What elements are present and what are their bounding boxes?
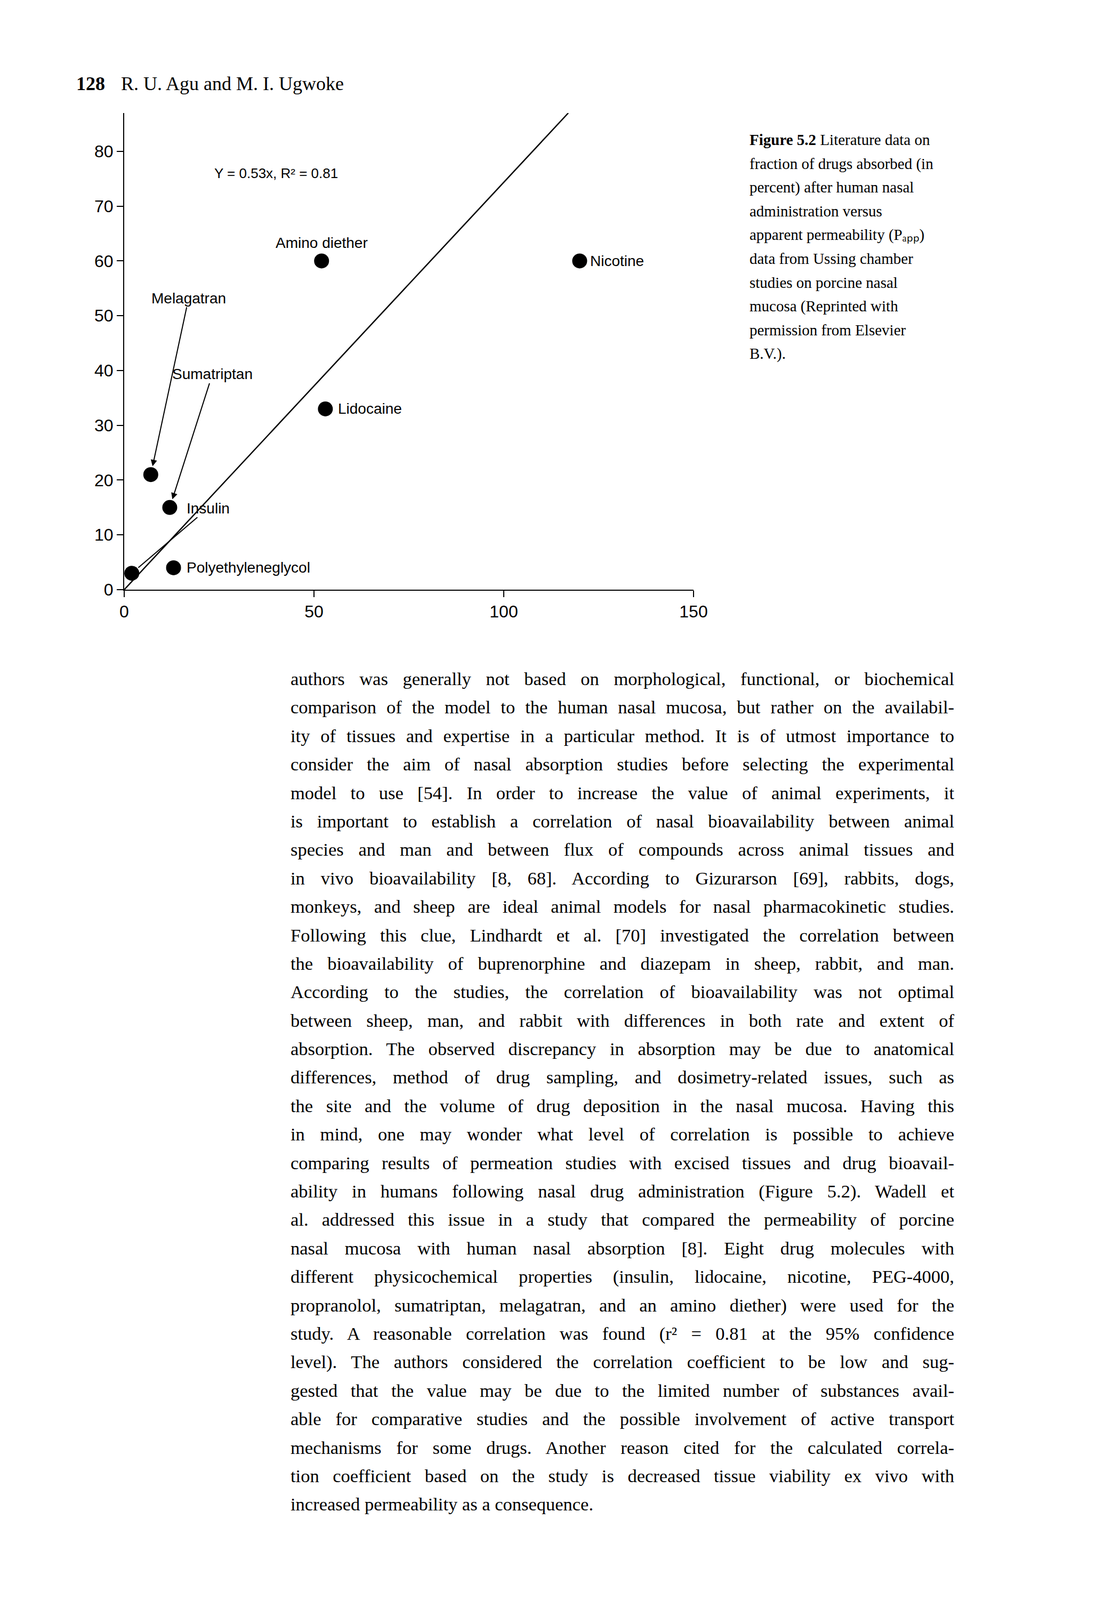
html-text:mechanisms for some drugs. Ano: mechanisms for some drugs. Another reaso… bbox=[290, 1436, 955, 1458]
svg-text:50: 50 bbox=[304, 601, 324, 622]
svg-text:40: 40 bbox=[94, 360, 114, 381]
html-text:the bioavailability of bupreno: the bioavailability of buprenorphine and… bbox=[290, 953, 955, 974]
svg-text:150: 150 bbox=[679, 601, 708, 622]
svg-text:Insulin: Insulin bbox=[186, 500, 230, 517]
html-text:increased permeability as a co: increased permeability as a consequence. bbox=[290, 1493, 594, 1515]
svg-text:80: 80 bbox=[94, 141, 114, 161]
svg-text:70: 70 bbox=[94, 196, 114, 216]
html-text:is important to establish a co: is important to establish a correlation … bbox=[290, 810, 955, 832]
html-text:fraction of drugs absorbed (in: fraction of drugs absorbed (in bbox=[749, 154, 934, 172]
html-text:authors was generally not base: authors was generally not based on morph… bbox=[290, 668, 955, 689]
html-text:ability in humans following na: ability in humans following nasal drug a… bbox=[290, 1180, 955, 1202]
html-text:comparison of the model to the: comparison of the model to the human nas… bbox=[290, 696, 955, 718]
svg-text:30: 30 bbox=[94, 415, 114, 435]
html-text:different physicochemical prop: different physicochemical properties (in… bbox=[290, 1266, 955, 1287]
html-text:in mind, one may wonder what l: in mind, one may wonder what level of co… bbox=[290, 1123, 955, 1145]
html-text:ity of tissues and expertise i: ity of tissues and expertise in a partic… bbox=[290, 725, 955, 746]
svg-text:Polyethyleneglycol: Polyethyleneglycol bbox=[186, 559, 311, 576]
svg-text:Sumatriptan: Sumatriptan bbox=[172, 365, 253, 383]
html-text:studies on porcine nasal: studies on porcine nasal bbox=[749, 273, 898, 291]
html-text:species and man and between fl: species and man and between flux of comp… bbox=[290, 839, 955, 860]
html-text:mucosa (Reprinted with: mucosa (Reprinted with bbox=[749, 297, 899, 315]
html-text:absorption. The observed discr: absorption. The observed discrepancy in … bbox=[290, 1038, 955, 1059]
html-text:data from Ussing chamber: data from Ussing chamber bbox=[749, 250, 914, 268]
html-text:tion coefficient based on the: tion coefficient based on the study is d… bbox=[290, 1465, 955, 1486]
html-text:R. U. Agu and M. I. Ugwoke: R. U. Agu and M. I. Ugwoke bbox=[121, 73, 344, 95]
html-text:propranolol, sumatriptan, mela: propranolol, sumatriptan, melagatran, an… bbox=[290, 1294, 955, 1315]
html-text:B.V.).: B.V.). bbox=[749, 345, 786, 363]
svg-text:0: 0 bbox=[119, 601, 130, 622]
svg-text:Y = 0.53x, R² = 0.81: Y = 0.53x, R² = 0.81 bbox=[214, 165, 338, 182]
html-text:percent) after human nasal: percent) after human nasal bbox=[749, 178, 914, 196]
svg-text:Lidocaine: Lidocaine bbox=[337, 400, 402, 417]
svg-text:Amino diether: Amino diether bbox=[275, 234, 368, 252]
svg-text:10: 10 bbox=[94, 525, 114, 545]
html-text:128: 128 bbox=[76, 73, 106, 95]
svg-text:50: 50 bbox=[94, 305, 114, 326]
svg-text:20: 20 bbox=[94, 470, 114, 490]
html-text:consider the aim of nasal abso: consider the aim of nasal absorption stu… bbox=[290, 753, 955, 775]
html-text:able for comparative studies a: able for comparative studies and the pos… bbox=[290, 1408, 955, 1429]
html-text:level). The authors considered: level). The authors considered the corre… bbox=[290, 1351, 955, 1372]
html-text:comparing results of permeatio: comparing results of permeation studies … bbox=[290, 1152, 955, 1173]
html-text:model to use [54]. In order to: model to use [54]. In order to increase … bbox=[290, 782, 955, 803]
svg-text:60: 60 bbox=[94, 251, 114, 271]
html-text:the site and the volume of dru: the site and the volume of drug depositi… bbox=[290, 1095, 955, 1116]
html-text:monkeys, and sheep are ideal a: monkeys, and sheep are ideal animal mode… bbox=[290, 896, 955, 917]
html-text:administration versus: administration versus bbox=[749, 202, 883, 220]
html-text:According to the studies, the: According to the studies, the correlatio… bbox=[290, 981, 955, 1002]
html-text:between sheep, man, and rabbit: between sheep, man, and rabbit with diff… bbox=[290, 1010, 955, 1031]
html-text:apparent permeability (Pₐₚₚ): apparent permeability (Pₐₚₚ) bbox=[749, 226, 925, 244]
svg-text:100: 100 bbox=[489, 601, 518, 622]
html-text:al. addressed this issue in a: al. addressed this issue in a study that… bbox=[290, 1209, 955, 1230]
html-text:differences, method of drug sa: differences, method of drug sampling, an… bbox=[290, 1066, 955, 1088]
html-text:permission from Elsevier: permission from Elsevier bbox=[749, 321, 906, 339]
html-text:in vivo bioavailability [8, 68: in vivo bioavailability [8, 68]. Accordi… bbox=[290, 867, 955, 888]
html-text:Figure 5.2 Literature data on: Figure 5.2 Literature data on bbox=[749, 131, 930, 149]
html-text:gested that the value may be d: gested that the value may be due to the … bbox=[290, 1380, 955, 1401]
html-text:nasal mucosa with human nasal: nasal mucosa with human nasal absorption… bbox=[290, 1237, 955, 1258]
svg-text:0: 0 bbox=[103, 579, 114, 600]
html-text:Following this clue, Lindhardt: Following this clue, Lindhardt et al. [7… bbox=[290, 924, 955, 945]
svg-text:Nicotine: Nicotine bbox=[590, 252, 644, 270]
html-text:study. A reasonable correlatio: study. A reasonable correlation was foun… bbox=[290, 1323, 955, 1344]
svg-text:Melagatran: Melagatran bbox=[151, 289, 227, 307]
